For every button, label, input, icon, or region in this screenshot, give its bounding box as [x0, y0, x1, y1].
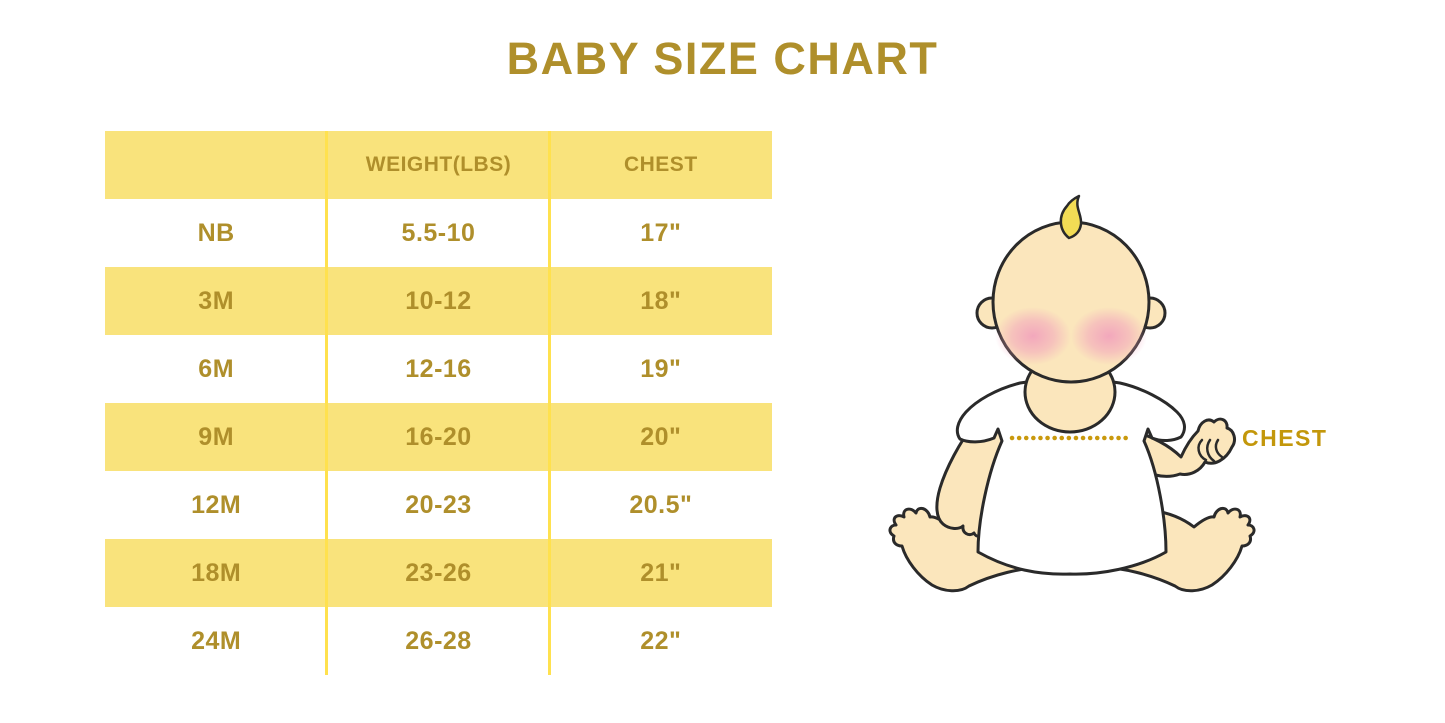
column-divider: [548, 131, 551, 675]
table-header-row: WEIGHT(LBS) CHEST: [105, 131, 772, 199]
table-row: 3M 10-12 18": [105, 267, 772, 335]
chest-cell: 20": [640, 422, 682, 451]
table-row: NB 5.5-10 17": [105, 199, 772, 267]
chest-cell: 21": [640, 558, 682, 587]
weight-cell: 16-20: [405, 422, 472, 451]
table-row: 18M 23-26 21": [105, 539, 772, 607]
table-row: 9M 16-20 20": [105, 403, 772, 471]
weight-cell: 26-28: [405, 626, 472, 655]
chest-cell: 19": [640, 354, 682, 383]
column-divider: [325, 131, 328, 675]
chest-cell: 18": [640, 286, 682, 315]
header-weight-cell: WEIGHT(LBS): [365, 153, 512, 176]
baby-hair-icon: [1059, 194, 1083, 240]
page-title: BABY SIZE CHART: [506, 33, 939, 84]
baby-blush-left: [995, 307, 1071, 365]
size-cell: NB: [197, 218, 235, 247]
weight-cell: 5.5-10: [401, 218, 476, 247]
weight-cell: 10-12: [405, 286, 472, 315]
header-chest-cell: CHEST: [623, 153, 698, 176]
size-cell: 12M: [191, 490, 242, 519]
weight-cell: 20-23: [405, 490, 472, 519]
size-cell: 24M: [191, 626, 242, 655]
baby-blush-right: [1071, 307, 1147, 365]
table-row: 24M 26-28 22": [105, 607, 772, 675]
weight-cell: 23-26: [405, 558, 472, 587]
chest-cell: 20.5": [629, 490, 693, 519]
baby-shirt: [955, 377, 1186, 576]
chest-label: CHEST: [1242, 425, 1327, 451]
size-cell: 6M: [198, 354, 235, 383]
chest-cell: 22": [640, 626, 682, 655]
baby-arm-right: [1128, 417, 1236, 478]
size-chart-table: WEIGHT(LBS) CHEST NB 5.5-10 17" 3M 10-12…: [105, 131, 772, 675]
weight-cell: 12-16: [405, 354, 472, 383]
size-cell: 18M: [191, 558, 242, 587]
table-row: 6M 12-16 19": [105, 335, 772, 403]
size-cell: 3M: [198, 286, 235, 315]
baby-fist-fingers: [1197, 438, 1224, 463]
table-row: 12M 20-23 20.5": [105, 471, 772, 539]
chest-cell: 17": [640, 218, 682, 247]
size-cell: 9M: [198, 422, 235, 451]
baby-illustration: CHEST: [870, 180, 1350, 610]
